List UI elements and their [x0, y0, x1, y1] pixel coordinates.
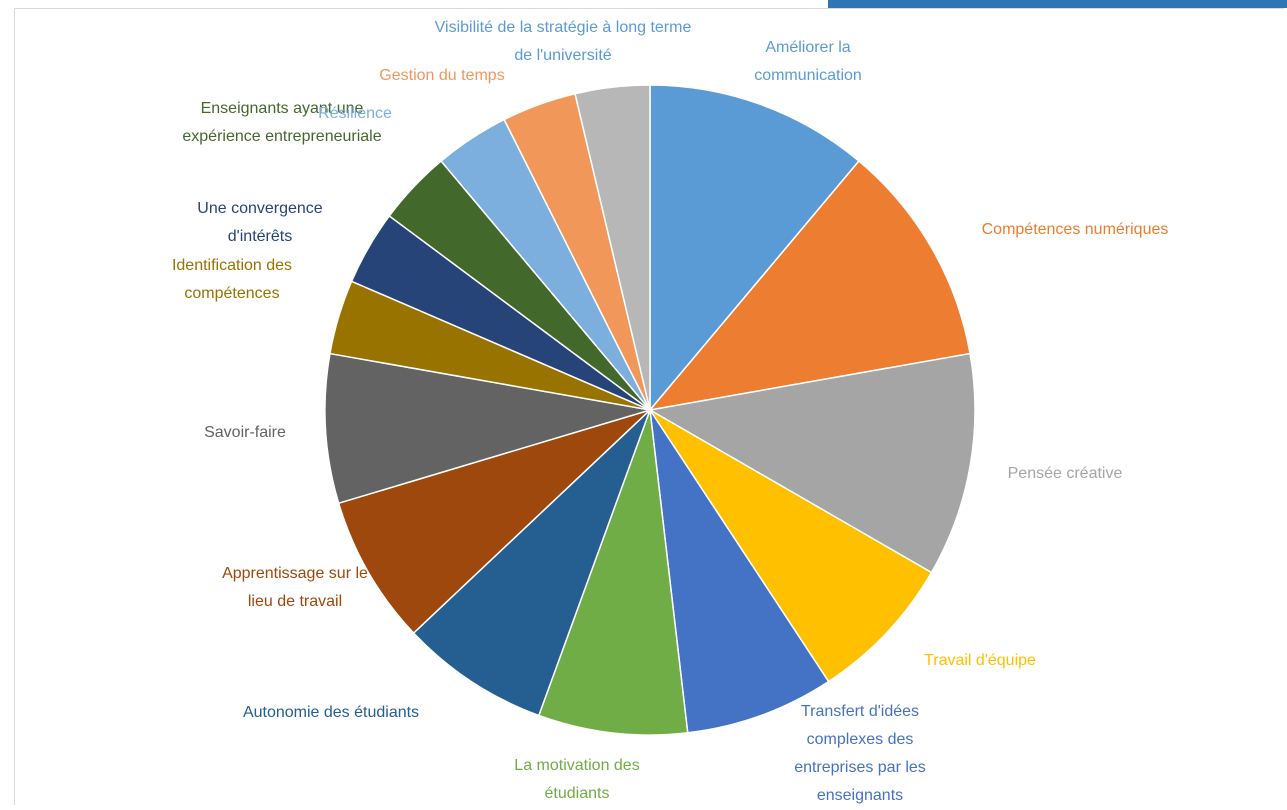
slice-label: Autonomie des étudiants [242, 704, 420, 721]
slice-label: Travail d'équipe [924, 652, 1036, 669]
pie-slice [649, 84, 860, 413]
slice-label: Une convergence d'intérêts [197, 200, 323, 245]
pie-slice [412, 409, 651, 717]
slice-label: Apprentissage sur le lieu de travail [222, 565, 368, 610]
pie-slice [649, 409, 933, 683]
slice-label: Enseignants ayant une expérience entrepr… [182, 100, 382, 145]
pie-slice [648, 159, 971, 412]
slice-label: La motivation des étudiants [514, 757, 640, 802]
pie-slice [337, 409, 651, 635]
slice-label: Visibilité de la stratégie à long terme … [434, 19, 692, 64]
slice-label: Identification des compétences [171, 257, 293, 302]
slice-label: Transfert d'idées complexes des entrepri… [794, 703, 926, 804]
slice-label: Compétences numériques [981, 221, 1169, 238]
slice-label: Savoir-faire [204, 424, 286, 441]
pie-slice [537, 409, 689, 736]
slice-label: Résilience [318, 105, 392, 122]
pie-slice [324, 352, 651, 505]
slice-label: Améliorer la communication [754, 39, 862, 84]
top-bar [828, 0, 1287, 8]
slice-label: Gestion du temps [379, 67, 505, 84]
chart-frame [14, 8, 1284, 805]
slice-label: Pensée créative [1007, 465, 1123, 482]
pie-slice [649, 409, 830, 734]
pie-slice [574, 84, 651, 411]
pie-slice [647, 352, 976, 574]
